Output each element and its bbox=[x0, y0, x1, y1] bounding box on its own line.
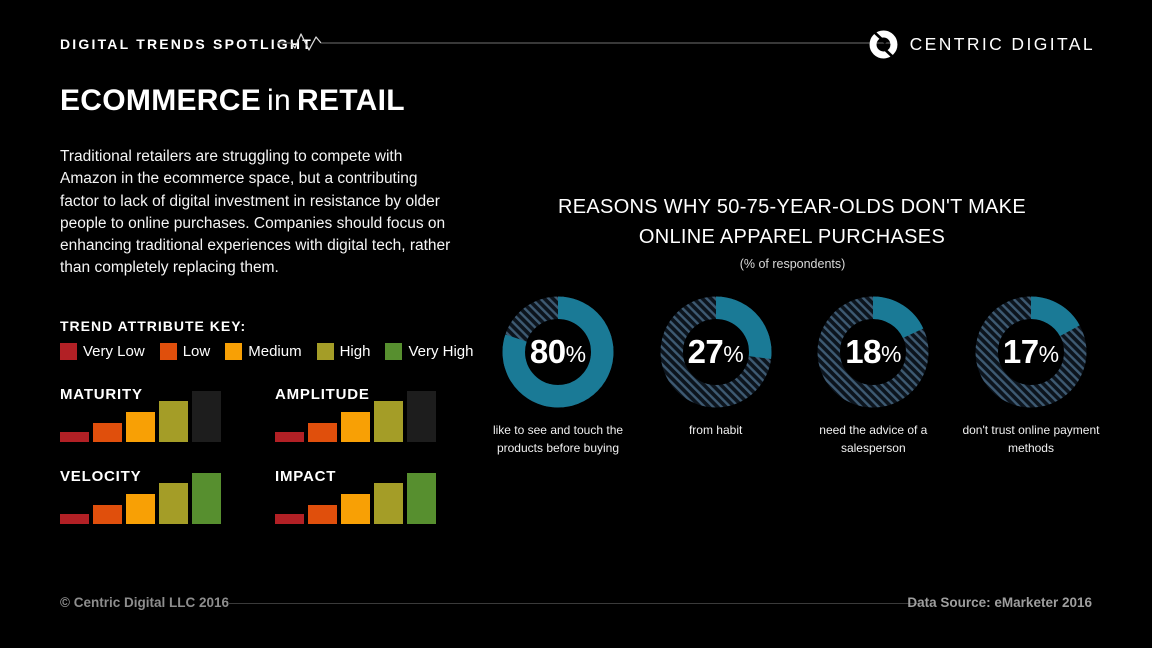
legend-swatch bbox=[60, 343, 77, 360]
legend-item-very-high: Very High bbox=[385, 343, 474, 360]
trend-group-label: AMPLITUDE bbox=[275, 386, 370, 403]
brand-name: CENTRIC DIGITAL bbox=[909, 34, 1095, 54]
trend-bar-low bbox=[308, 423, 337, 442]
trend-bar-high bbox=[159, 401, 188, 442]
trend-bar-very-high bbox=[407, 473, 436, 524]
trend-attribute-grid: MATURITY AMPLITUDE VELOCITY IMPACT bbox=[60, 386, 436, 524]
brand-logo-icon bbox=[869, 30, 898, 59]
brand-logo: CENTRIC DIGITAL bbox=[868, 29, 1095, 60]
trend-bar-low bbox=[93, 505, 122, 524]
trend-bar-row bbox=[60, 391, 221, 442]
legend-item-medium: Medium bbox=[225, 343, 302, 360]
data-source-label: Data Source: eMarketer 2016 bbox=[907, 595, 1092, 610]
donut-chart: 27% bbox=[659, 295, 773, 409]
footer-divider bbox=[228, 603, 920, 604]
trend-bar-row bbox=[275, 473, 436, 524]
donut-chart: 80% bbox=[501, 295, 615, 409]
trend-bar-very-high bbox=[192, 391, 221, 442]
trend-key-legend: Very Low Low Medium High Very High bbox=[60, 343, 474, 360]
donut-cell: 17% don't trust online payment methods bbox=[955, 295, 1107, 457]
legend-label: High bbox=[339, 343, 371, 360]
trend-group-velocity: VELOCITY bbox=[60, 468, 221, 524]
legend-item-very-low: Very Low bbox=[60, 343, 145, 360]
trend-group-label: VELOCITY bbox=[60, 468, 142, 485]
trend-bar-very-high bbox=[407, 391, 436, 442]
trend-bar-medium bbox=[126, 494, 155, 524]
donut-chart: 17% bbox=[974, 295, 1088, 409]
trend-group-amplitude: AMPLITUDE bbox=[275, 386, 436, 442]
legend-swatch bbox=[225, 343, 243, 360]
donut-caption: need the advice of a salesperson bbox=[819, 423, 928, 455]
page-title-connector: in bbox=[267, 84, 291, 117]
legend-label: Very High bbox=[408, 343, 474, 360]
trend-key-title: TREND ATTRIBUTE KEY: bbox=[60, 318, 247, 334]
legend-label: Low bbox=[182, 343, 211, 360]
trend-bar-very-high bbox=[192, 473, 221, 524]
trend-bar-high bbox=[159, 483, 188, 524]
trend-bar-low bbox=[308, 505, 337, 524]
trend-group-impact: IMPACT bbox=[275, 468, 436, 524]
trend-bar-medium bbox=[341, 412, 370, 442]
chart-subtitle: (% of respondents) bbox=[739, 257, 846, 271]
donut-caption: like to see and touch the products befor… bbox=[492, 423, 624, 455]
trend-bar-medium bbox=[126, 412, 155, 442]
page-title-retail: RETAIL bbox=[297, 84, 405, 117]
donut-caption: from habit bbox=[688, 423, 743, 437]
trend-bar-row bbox=[60, 473, 221, 524]
donut-cell: 18% need the advice of a salesperson bbox=[797, 295, 949, 457]
intro-paragraph: Traditional retailers are struggling to … bbox=[60, 148, 451, 277]
legend-label: Medium bbox=[248, 343, 302, 360]
donut-caption: don't trust online payment methods bbox=[962, 423, 1100, 455]
donut-chart: 18% bbox=[816, 295, 930, 409]
legend-swatch bbox=[316, 343, 334, 360]
trend-bar-very-low bbox=[60, 514, 89, 524]
trend-bar-high bbox=[374, 401, 403, 442]
trend-bar-row bbox=[275, 391, 436, 442]
trend-bar-medium bbox=[341, 494, 370, 524]
legend-swatch bbox=[385, 343, 403, 360]
pulse-line-icon bbox=[277, 33, 893, 51]
trend-group-label: IMPACT bbox=[275, 468, 337, 485]
eyebrow-label: DIGITAL TRENDS SPOTLIGHT bbox=[60, 36, 313, 52]
legend-item-high: High bbox=[316, 343, 371, 360]
copyright-label: © Centric Digital LLC 2016 bbox=[60, 595, 229, 610]
page-title: ECOMMERCE in RETAIL bbox=[60, 84, 405, 118]
trend-bar-high bbox=[374, 483, 403, 524]
trend-bar-very-low bbox=[275, 514, 304, 524]
donut-cell: 80% like to see and touch the products be… bbox=[482, 295, 634, 457]
donut-chart-row: 80% like to see and touch the products be… bbox=[482, 295, 1107, 457]
trend-group-maturity: MATURITY bbox=[60, 386, 221, 442]
chart-title: REASONS WHY 50-75-YEAR-OLDS DON'T MAKE O… bbox=[558, 196, 1026, 248]
legend-swatch bbox=[159, 343, 177, 360]
legend-item-low: Low bbox=[159, 343, 211, 360]
trend-bar-very-low bbox=[60, 432, 89, 442]
legend-label: Very Low bbox=[83, 343, 145, 360]
page-title-ecommerce: ECOMMERCE bbox=[60, 84, 262, 117]
trend-group-label: MATURITY bbox=[60, 386, 143, 403]
trend-bar-very-low bbox=[275, 432, 304, 442]
trend-bar-low bbox=[93, 423, 122, 442]
donut-cell: 27% from habit bbox=[640, 295, 792, 457]
